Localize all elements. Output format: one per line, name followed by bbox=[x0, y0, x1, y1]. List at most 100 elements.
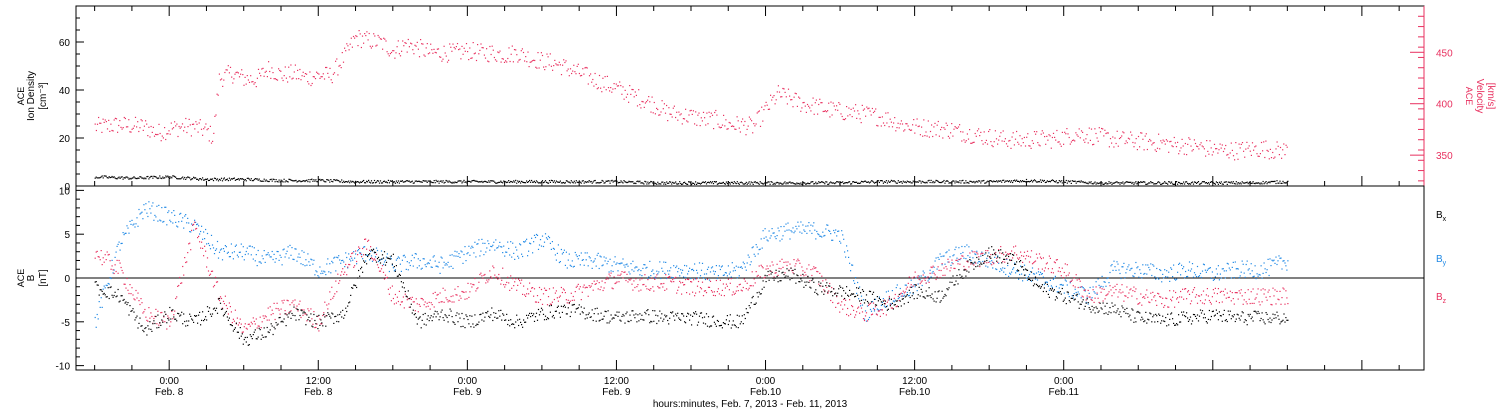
by-point bbox=[1035, 278, 1036, 279]
by-point bbox=[488, 243, 489, 244]
bz-point bbox=[520, 283, 521, 284]
density-point bbox=[749, 181, 750, 182]
density-point bbox=[1010, 182, 1011, 183]
velocity-point bbox=[270, 78, 271, 79]
by-point bbox=[631, 269, 632, 270]
velocity-point bbox=[204, 127, 205, 128]
by-point bbox=[516, 249, 517, 250]
density-point bbox=[578, 182, 579, 183]
velocity-point bbox=[823, 111, 824, 112]
velocity-point bbox=[683, 118, 684, 119]
by-point bbox=[739, 275, 740, 276]
by-point bbox=[409, 262, 410, 263]
bz-point bbox=[805, 274, 806, 275]
density-point bbox=[238, 178, 239, 179]
bz-point bbox=[950, 267, 951, 268]
by-point bbox=[731, 277, 732, 278]
density-point bbox=[1035, 180, 1036, 181]
bz-point bbox=[1206, 294, 1207, 295]
bz-point bbox=[143, 311, 144, 312]
bx-point bbox=[180, 315, 181, 316]
velocity-point bbox=[152, 132, 153, 133]
bx-point bbox=[209, 307, 210, 308]
velocity-point bbox=[619, 81, 620, 82]
density-point bbox=[620, 180, 621, 181]
bz-point bbox=[186, 261, 187, 262]
by-point bbox=[307, 253, 308, 254]
velocity-point bbox=[545, 66, 546, 67]
velocity-point bbox=[344, 48, 345, 49]
by-point bbox=[713, 271, 714, 272]
top-right-tick-label: 350 bbox=[1436, 151, 1453, 162]
bz-point bbox=[116, 271, 117, 272]
by-point bbox=[456, 251, 457, 252]
velocity-point bbox=[1078, 136, 1079, 137]
bz-point bbox=[614, 276, 615, 277]
bz-point bbox=[801, 266, 802, 267]
density-point bbox=[525, 182, 526, 183]
velocity-point bbox=[166, 133, 167, 134]
velocity-point bbox=[866, 107, 867, 108]
bz-point bbox=[444, 302, 445, 303]
velocity-point bbox=[885, 113, 886, 114]
velocity-point bbox=[749, 117, 750, 118]
bz-point bbox=[1224, 294, 1225, 295]
velocity-point bbox=[1135, 142, 1136, 143]
velocity-point bbox=[650, 112, 651, 113]
bz-point bbox=[111, 269, 112, 270]
bz-point bbox=[861, 308, 862, 309]
velocity-point bbox=[622, 86, 623, 87]
velocity-point bbox=[1105, 133, 1106, 134]
velocity-point bbox=[1270, 149, 1271, 150]
velocity-point bbox=[1180, 147, 1181, 148]
bz-point bbox=[396, 303, 397, 304]
bx-point bbox=[156, 327, 157, 328]
velocity-point bbox=[483, 47, 484, 48]
velocity-point bbox=[1019, 135, 1020, 136]
bz-point bbox=[982, 253, 983, 254]
velocity-point bbox=[805, 106, 806, 107]
by-point bbox=[1019, 274, 1020, 275]
bz-point bbox=[220, 296, 221, 297]
bz-point bbox=[1039, 253, 1040, 254]
bz-point bbox=[197, 237, 198, 238]
velocity-point bbox=[1028, 145, 1029, 146]
density-point bbox=[885, 182, 886, 183]
density-point bbox=[656, 184, 657, 185]
by-point bbox=[640, 270, 641, 271]
density-point bbox=[1000, 180, 1001, 181]
bz-point bbox=[277, 303, 278, 304]
by-point bbox=[122, 243, 123, 244]
velocity-point bbox=[775, 103, 776, 104]
bz-point bbox=[547, 304, 548, 305]
by-point bbox=[194, 220, 195, 221]
density-point bbox=[1003, 180, 1004, 181]
bz-point bbox=[1049, 256, 1050, 257]
velocity-point bbox=[281, 78, 282, 79]
velocity-point bbox=[986, 140, 987, 141]
velocity-point bbox=[398, 40, 399, 41]
bz-point bbox=[990, 254, 991, 255]
by-point bbox=[829, 231, 830, 232]
by-point bbox=[796, 228, 797, 229]
by-point bbox=[127, 228, 128, 229]
velocity-point bbox=[698, 113, 699, 114]
velocity-point bbox=[161, 140, 162, 141]
by-point bbox=[1283, 260, 1284, 261]
bz-point bbox=[435, 292, 436, 293]
by-point bbox=[583, 259, 584, 260]
velocity-point bbox=[302, 75, 303, 76]
density-point bbox=[726, 182, 727, 183]
velocity-point bbox=[1204, 148, 1205, 149]
bz-point bbox=[308, 310, 309, 311]
velocity-point bbox=[868, 108, 869, 109]
by-point bbox=[1038, 271, 1039, 272]
by-point bbox=[968, 246, 969, 247]
by-point bbox=[1129, 270, 1130, 271]
velocity-point bbox=[1008, 140, 1009, 141]
by-point bbox=[296, 261, 297, 262]
bz-point bbox=[1103, 300, 1104, 301]
bz-point bbox=[355, 250, 356, 251]
bz-point bbox=[915, 272, 916, 273]
by-point bbox=[1197, 266, 1198, 267]
